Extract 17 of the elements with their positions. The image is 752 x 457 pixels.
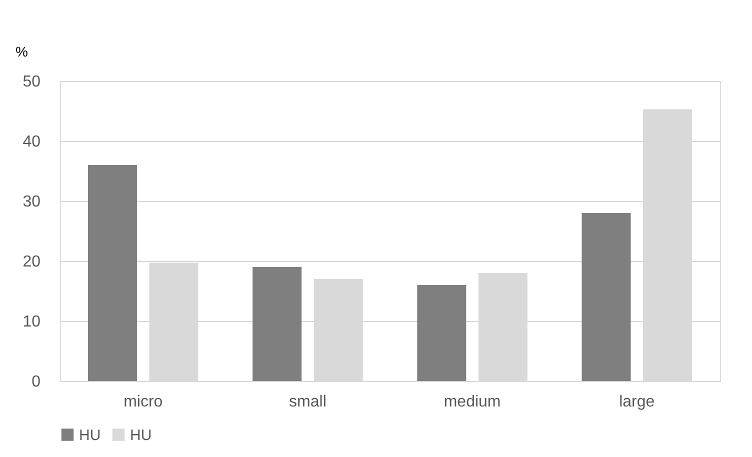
bar [252, 267, 302, 381]
y-tick-label: 0 [32, 374, 41, 390]
legend-label: HU [79, 426, 101, 444]
x-tick-label: medium [444, 394, 501, 410]
y-tick-label: 40 [22, 134, 41, 150]
x-tick-label: small [289, 394, 326, 410]
bar [88, 165, 137, 381]
y-axis-title: % [16, 44, 28, 60]
bar [417, 285, 466, 381]
y-tick-label: 10 [22, 314, 41, 330]
y-tick-label: 50 [22, 74, 41, 90]
y-tick-label: 20 [22, 254, 41, 270]
bar [582, 213, 631, 381]
x-tick-label: micro [124, 394, 163, 410]
x-tick-label: large [619, 394, 655, 410]
y-tick-label: 30 [22, 194, 41, 210]
legend-label: HU [130, 426, 152, 444]
